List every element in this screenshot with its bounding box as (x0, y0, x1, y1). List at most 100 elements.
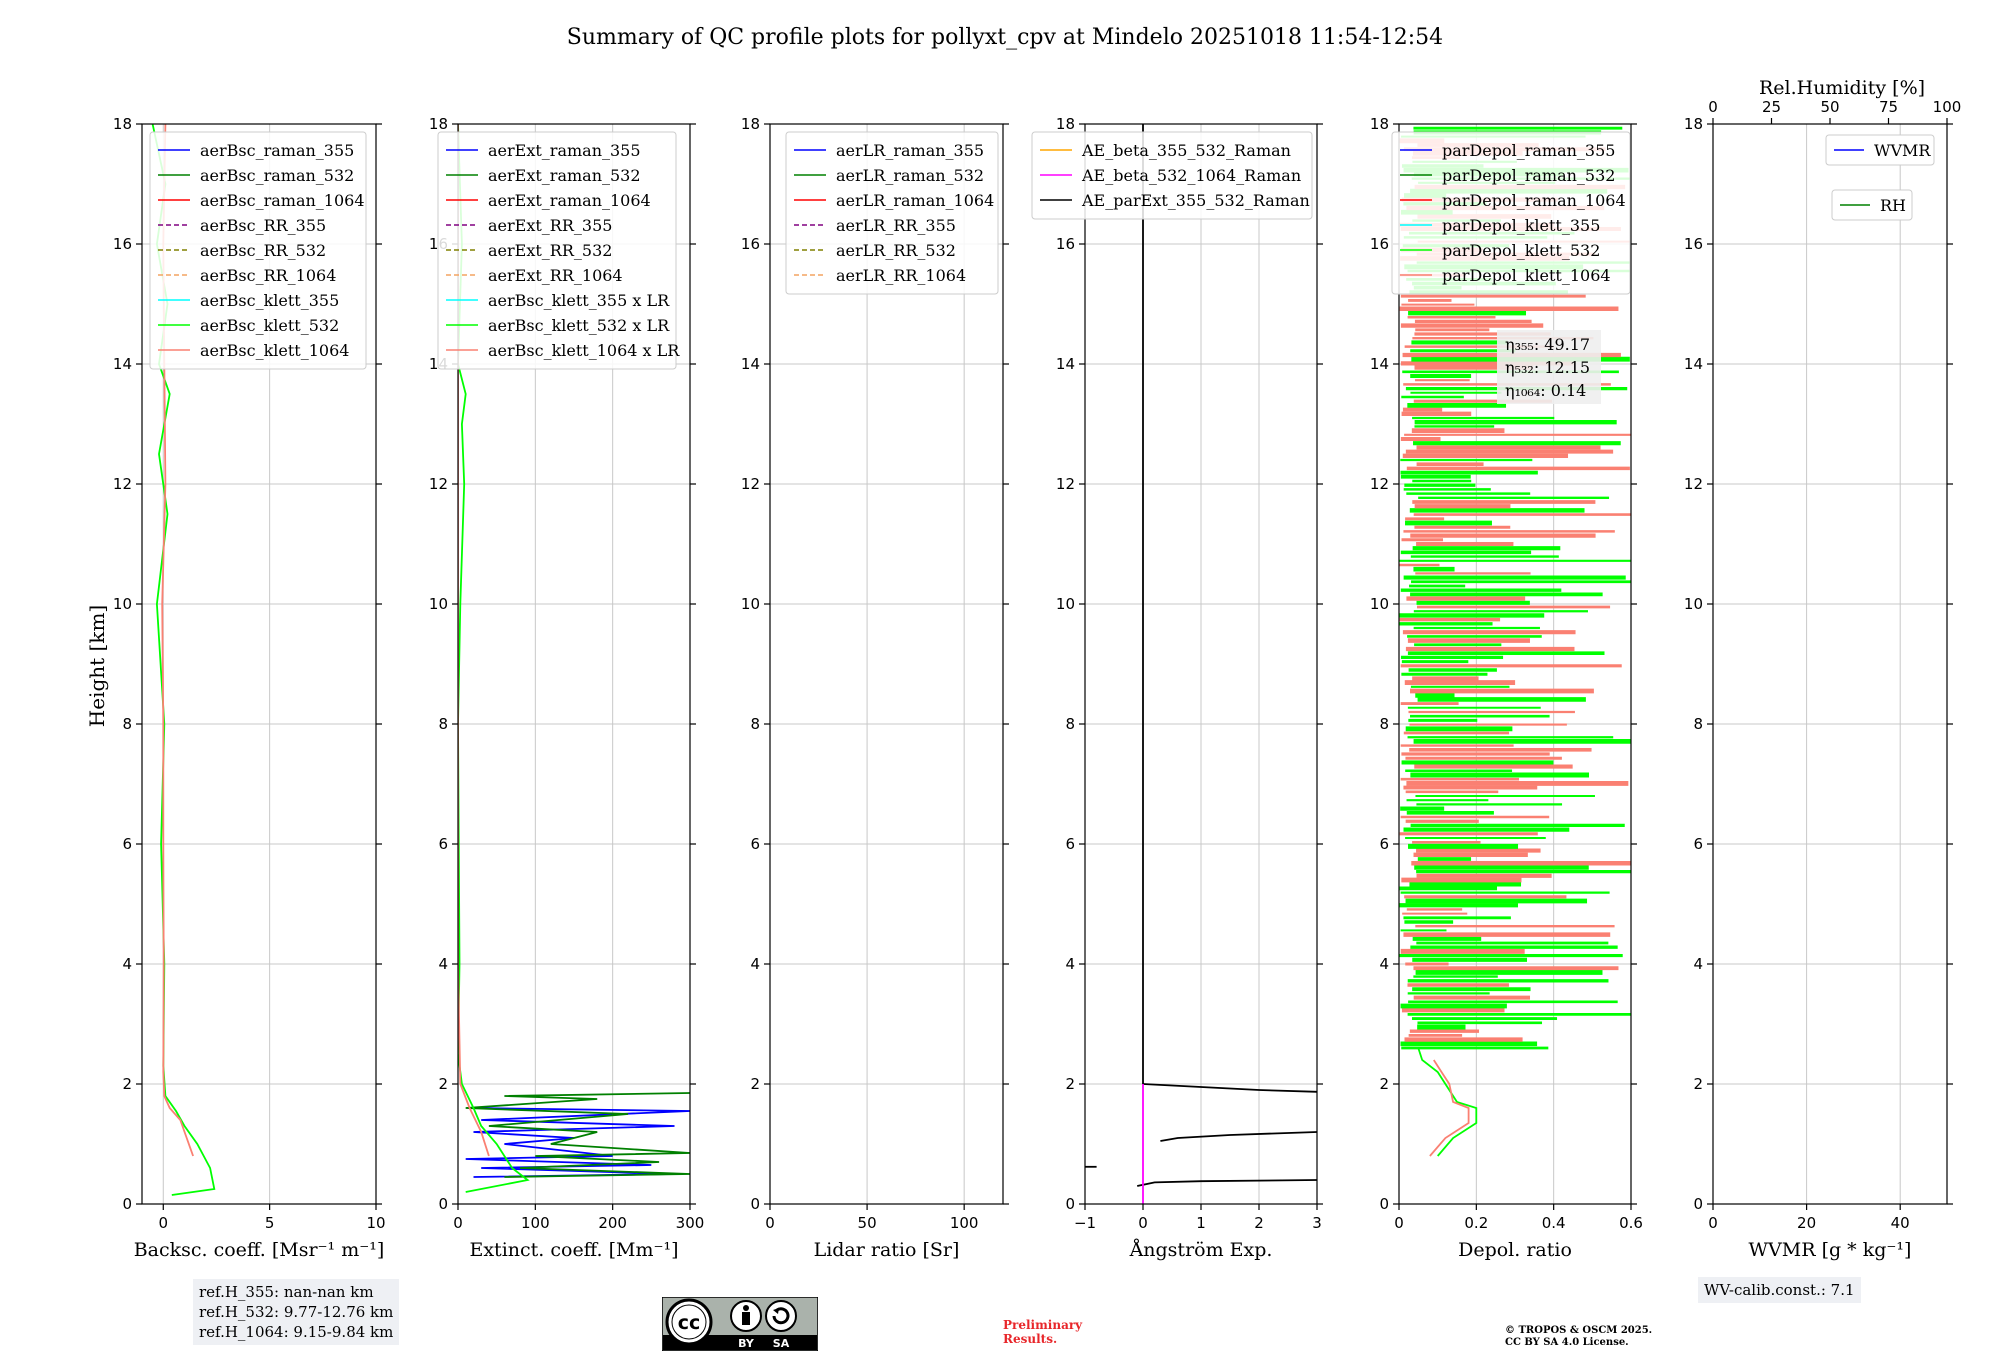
y-tick-label: 8 (438, 715, 448, 733)
wv-calibration-note: WV-calib.const.: 7.1 (1698, 1277, 1861, 1303)
y-tick-label: 4 (1379, 955, 1389, 973)
x-tick-label: −1 (1074, 1214, 1096, 1232)
panel-depol: 0 0.2 0.4 0.6 0 2 4 6 8 10 12 14 16 18 Depol. ratio par… (1370, 115, 1643, 1261)
legend-box (1031, 131, 1313, 220)
wv-calib-const: WV-calib.const.: 7.1 (1704, 1281, 1855, 1299)
legend-box (1831, 189, 1913, 221)
eta-value: η₁₀₆₄: 0.14 (1505, 381, 1586, 400)
y-tick-label: 14 (1684, 355, 1703, 373)
y-tick-label: 4 (750, 955, 760, 973)
x-tick-label: 20 (1797, 1214, 1816, 1232)
y-axis-label: Height [km] (85, 605, 109, 727)
y-tick-label: 6 (438, 835, 448, 853)
panel-lr: 0 50 100 0 2 4 6 8 10 12 14 16 18 Lidar ratio [Sr] aer… (741, 115, 1009, 1261)
y-tick-label: 8 (122, 715, 132, 733)
y-tick-label: 12 (1684, 475, 1703, 493)
legend-entry: RH (1880, 196, 1906, 215)
legend-entry: aerLR_RR_532 (836, 241, 956, 260)
legend-box (1825, 134, 1935, 166)
x-tick-label: 1 (1196, 1214, 1206, 1232)
top-x-tick-label: 0 (1708, 98, 1718, 116)
top-x-axis-label: Rel.Humidity [%] (1759, 77, 1925, 99)
legend-entry: aerBsc_klett_532 x LR (488, 316, 670, 335)
x-tick-label: 3 (1312, 1214, 1322, 1232)
y-tick-label: 12 (1370, 475, 1389, 493)
y-tick-label: 0 (1693, 1195, 1703, 1213)
legend-entry: aerBsc_RR_355 (200, 216, 326, 235)
y-tick-label: 18 (741, 115, 760, 133)
x-tick-label: 50 (858, 1214, 877, 1232)
series-parDepol_klett_532 (1417, 1047, 1478, 1157)
y-tick-label: 4 (1065, 955, 1075, 973)
axes-frame (141, 123, 377, 1205)
y-tick-label: 14 (1370, 355, 1389, 373)
y-tick-label: 8 (750, 715, 760, 733)
x-tick-label: 40 (1891, 1214, 1910, 1232)
series-parDepol_klett_1064 (1429, 1059, 1470, 1157)
x-axis-label: Extinct. coeff. [Mm⁻¹] (469, 1239, 678, 1261)
legend-entry: parDepol_klett_1064 (1442, 266, 1611, 285)
x-tick-label: 100 (950, 1214, 979, 1232)
ref-height-355: ref.H_355: nan-nan km (199, 1283, 374, 1301)
legend-entry: aerBsc_klett_1064 x LR (488, 341, 680, 360)
legend-entry: aerLR_raman_355 (836, 141, 984, 160)
y-tick-label: 4 (1693, 955, 1703, 973)
y-tick-label: 6 (750, 835, 760, 853)
cc-by-sa-logo: cc BY SA (662, 1297, 818, 1351)
series-aerBsc_klett_532 x LR (458, 124, 530, 1193)
legend-entry: parDepol_raman_355 (1442, 141, 1615, 160)
y-tick-label: 16 (741, 235, 760, 253)
preliminary-results-label: Preliminary Results. (1003, 1318, 1082, 1346)
y-tick-label: 2 (1065, 1075, 1075, 1093)
eta-box (1497, 330, 1601, 404)
legend-entry: aerBsc_RR_532 (200, 241, 326, 260)
series-aerExt_raman_355 (465, 1107, 690, 1178)
y-tick-label: 12 (741, 475, 760, 493)
axes-frame (1398, 123, 1632, 1205)
x-axis-label: Backsc. coeff. [Msr⁻¹ m⁻¹] (134, 1239, 385, 1261)
axes-frame (769, 123, 1004, 1205)
y-tick-label: 4 (122, 955, 132, 973)
y-tick-label: 6 (1693, 835, 1703, 853)
x-tick-label: 0 (453, 1214, 463, 1232)
legend-entry: aerBsc_RR_1064 (200, 266, 336, 285)
ref-height-532: ref.H_532: 9.77-12.76 km (199, 1303, 394, 1321)
legend-entry: AE_parExt_355_532_Raman (1081, 191, 1310, 210)
legend-entry: aerBsc_klett_532 (200, 316, 339, 335)
x-tick-label: 0 (765, 1214, 775, 1232)
legend-box (785, 131, 999, 295)
x-tick-label: 0.2 (1464, 1214, 1488, 1232)
y-tick-label: 18 (1056, 115, 1075, 133)
top-x-tick-label: 50 (1820, 98, 1839, 116)
legend-entry: parDepol_raman_1064 (1442, 191, 1626, 210)
x-tick-label: 200 (598, 1214, 627, 1232)
x-axis-label: Ångström Exp. (1129, 1239, 1273, 1261)
eta-value: η₃₅₅: 49.17 (1505, 335, 1590, 354)
y-tick-label: 0 (122, 1195, 132, 1213)
legend-entry: aerLR_raman_532 (836, 166, 984, 185)
y-tick-label: 14 (113, 355, 132, 373)
panel-wv: 0 20 40 0 2 4 6 8 10 12 14 16 18 WVMR [g * kg⁻¹] 0 25 50… (1684, 77, 1961, 1261)
legend-entry: aerBsc_raman_1064 (200, 191, 365, 210)
copyright-label: © TROPOS & OSCM 2025. CC BY SA 4.0 Licen… (1505, 1325, 1652, 1349)
top-x-tick-label: 25 (1762, 98, 1781, 116)
svg-text:SA: SA (773, 1337, 790, 1350)
y-tick-label: 2 (438, 1075, 448, 1093)
y-tick-label: 18 (1684, 115, 1703, 133)
svg-text:BY: BY (738, 1337, 755, 1350)
series-AE_parExt_355_532_Raman (1142, 1083, 1317, 1093)
legend-entry: aerLR_RR_355 (836, 216, 956, 235)
y-tick-label: 0 (438, 1195, 448, 1213)
x-tick-label: 0.4 (1542, 1214, 1566, 1232)
legend-entry: aerExt_RR_355 (488, 216, 612, 235)
panel-ext: 0100200300024681012141618Extinct. coeff.… (429, 115, 704, 1261)
legend-entry: AE_beta_355_532_Raman (1081, 141, 1291, 160)
ref-height-1064: ref.H_1064: 9.15-9.84 km (199, 1323, 394, 1341)
legend-box (437, 131, 677, 370)
x-tick-label: 0 (1394, 1214, 1404, 1232)
series-AE_parExt_355_532_Raman (1160, 1131, 1317, 1142)
legend-entry: WVMR (1874, 141, 1931, 160)
y-tick-label: 2 (1379, 1075, 1389, 1093)
svg-text:cc: cc (678, 1312, 701, 1334)
